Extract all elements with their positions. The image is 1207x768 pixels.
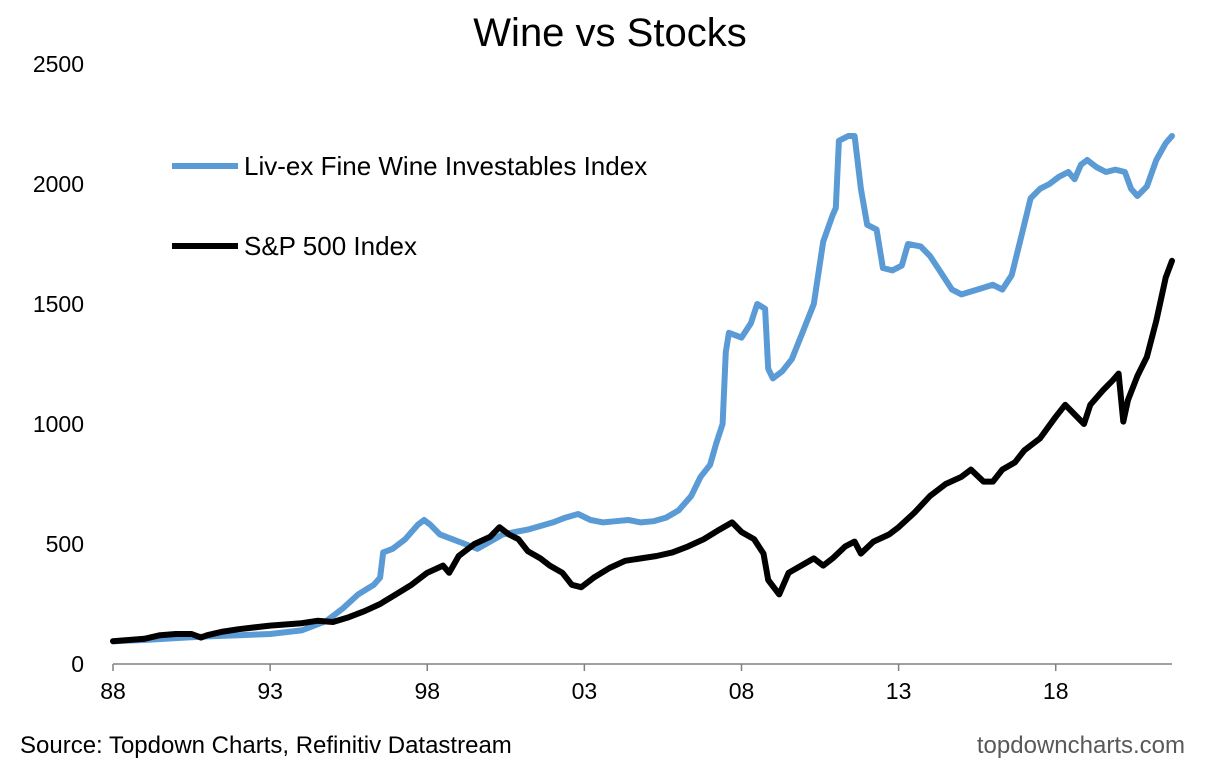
x-tick-label: 08 xyxy=(729,678,755,704)
legend-label: S&P 500 Index xyxy=(244,231,417,261)
x-axis: 88 93 98 03 08 13 18 xyxy=(100,663,1172,704)
x-tick-label: 93 xyxy=(257,678,283,704)
y-axis-ticks: 0 500 1000 1500 2000 2500 xyxy=(33,51,84,677)
source-note: Source: Topdown Charts, Refinitiv Datast… xyxy=(20,732,512,759)
legend: Liv-ex Fine Wine Investables Index S&P 50… xyxy=(172,151,647,261)
series-layer xyxy=(110,133,1175,645)
x-tick-label: 03 xyxy=(572,678,598,704)
y-tick-label: 2000 xyxy=(33,171,84,197)
y-tick-label: 1500 xyxy=(33,291,84,317)
x-tick-label: 13 xyxy=(886,678,912,704)
x-tick-label: 98 xyxy=(414,678,440,704)
y-tick-label: 2500 xyxy=(33,51,84,77)
x-tick-label: 88 xyxy=(100,678,126,704)
brand-credit: topdowncharts.com xyxy=(976,732,1185,759)
y-tick-label: 1000 xyxy=(33,411,84,437)
y-tick-label: 0 xyxy=(71,651,84,677)
sp500-index-line xyxy=(110,257,1175,645)
chart-title: Wine vs Stocks xyxy=(473,11,746,55)
legend-label: Liv-ex Fine Wine Investables Index xyxy=(244,151,647,181)
y-tick-label: 500 xyxy=(46,531,84,557)
wine-index-line xyxy=(110,133,1175,645)
x-tick-label: 18 xyxy=(1043,678,1069,704)
